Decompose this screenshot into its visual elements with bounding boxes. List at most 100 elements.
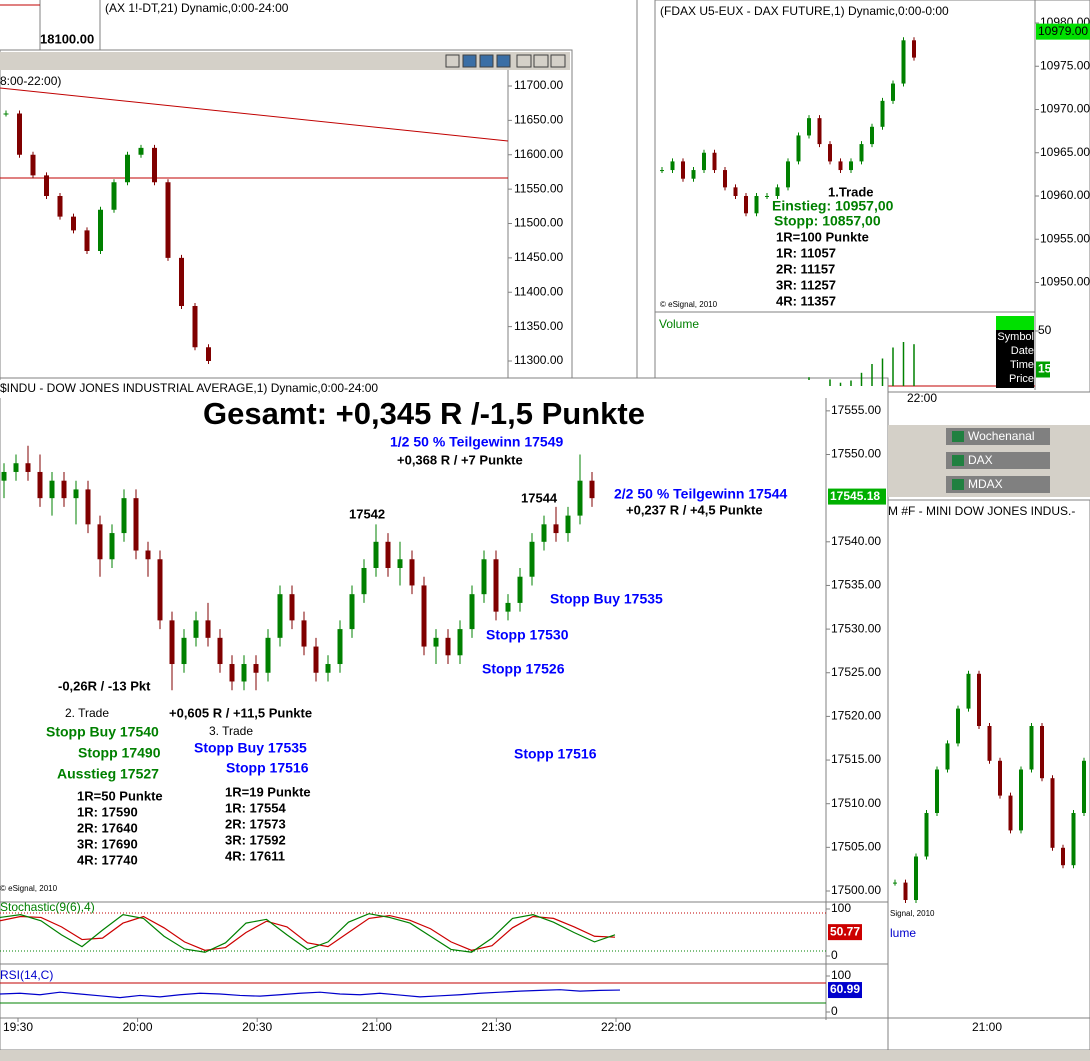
annotation: +0,368 R / +7 Punkte <box>397 452 523 467</box>
candle-body <box>807 118 811 136</box>
candle-body <box>505 602 511 612</box>
candle-body <box>138 147 144 155</box>
x-tick-label: 21:00 <box>362 1020 392 1034</box>
button[interactable] <box>496 54 511 68</box>
candle-body <box>1040 726 1044 779</box>
candle-body <box>691 170 696 179</box>
candle-body <box>987 726 992 761</box>
window-icon <box>952 431 964 442</box>
candle-body <box>17 113 22 155</box>
candle-body <box>1061 847 1065 866</box>
candle-body <box>565 515 571 534</box>
candle-body <box>44 175 49 196</box>
candle-body <box>901 40 906 84</box>
button[interactable] <box>533 54 549 68</box>
button[interactable] <box>550 54 566 68</box>
annotation: 2. Trade <box>65 706 109 720</box>
candle-body <box>893 882 897 884</box>
candle-body <box>277 594 283 638</box>
annotation: 4R: 17611 <box>225 848 285 863</box>
window-icon <box>952 479 964 490</box>
annotation: Stopp 17516 <box>514 746 597 762</box>
candle-body <box>1019 769 1023 831</box>
candle-body <box>241 664 247 682</box>
x-tick-label: 22:00 <box>601 1020 631 1034</box>
button[interactable] <box>479 54 494 68</box>
copyright: Signal, 2010 <box>890 909 935 918</box>
annotation: 17544 <box>521 490 558 505</box>
candle-body <box>445 637 451 656</box>
data-window-field: Time <box>1010 359 1034 371</box>
candle-body <box>733 187 738 196</box>
candle-body <box>169 620 175 665</box>
panel-title: Volume <box>659 317 699 331</box>
candle-body <box>97 524 103 560</box>
candle-body <box>723 170 727 188</box>
data-window-head <box>996 316 1034 330</box>
button[interactable] <box>462 54 477 68</box>
candle-body <box>786 161 790 188</box>
copyright: © eSignal, 2010 <box>0 884 58 893</box>
candle-body <box>111 182 117 210</box>
y-tick-label: 11450.00 <box>514 250 563 264</box>
candle-body <box>457 629 463 656</box>
annotation: 1R=50 Punkte <box>77 788 163 803</box>
annotation: Stopp 17526 <box>482 661 565 677</box>
headline: Gesamt: +0,345 R /-1,5 Punkte <box>203 396 645 431</box>
candle-body <box>25 463 31 472</box>
candle-body <box>181 637 187 665</box>
candle-body <box>796 135 801 162</box>
price-label: 18100.00 <box>40 31 94 46</box>
y-tick-label: 11400.00 <box>514 284 563 298</box>
candle-body <box>828 144 832 162</box>
tab[interactable] <box>946 428 1050 445</box>
candle-body <box>313 646 319 673</box>
candle-body <box>409 559 415 586</box>
candle-body <box>13 463 19 472</box>
stochastic-k-line <box>0 913 616 953</box>
y-tick-label: 0 <box>831 1004 838 1018</box>
candle-body <box>121 498 127 534</box>
price-box <box>828 982 862 999</box>
candle-body <box>289 594 295 621</box>
window-buttons[interactable] <box>445 54 566 68</box>
x-tick-label: 20:00 <box>123 1020 153 1034</box>
copyright: © eSignal, 2010 <box>660 300 718 309</box>
candle-body <box>125 154 130 183</box>
annotation: Einstieg: 10957,00 <box>772 198 894 214</box>
y-tick-label: 17540.00 <box>831 534 881 548</box>
candle-body <box>57 196 63 217</box>
annotation: Stopp 17516 <box>226 760 309 776</box>
candle-body <box>481 559 487 595</box>
annotation: Stopp Buy 17535 <box>550 591 663 607</box>
window <box>887 499 1090 1051</box>
y-tick-label: 11600.00 <box>514 147 563 161</box>
annotation: Stopp 17530 <box>486 627 569 643</box>
candle-body <box>998 760 1002 796</box>
candle-body <box>870 126 874 145</box>
annotation: Stopp 17490 <box>78 745 161 761</box>
price-label: 50.77 <box>830 924 860 938</box>
annotation: +0,237 R / +4,5 Punkte <box>626 502 763 517</box>
candle-body <box>880 100 885 127</box>
candle-body <box>1008 795 1013 831</box>
tab[interactable] <box>946 476 1050 493</box>
candle-body <box>744 196 748 214</box>
candle-body <box>912 40 916 58</box>
trend-line <box>0 87 509 142</box>
chart-title: $INDU - DOW JONES INDUSTRIAL AVERAGE,1) … <box>0 381 378 395</box>
y-tick-label: 11300.00 <box>514 353 563 367</box>
annotation: Stopp Buy 17535 <box>194 740 307 756</box>
annotation: 1.Trade <box>828 184 874 199</box>
tab[interactable] <box>946 452 1050 469</box>
annotation: +0,605 R / +11,5 Punkte <box>169 705 312 720</box>
button[interactable] <box>516 54 532 68</box>
annotation: 2R: 17573 <box>225 816 286 831</box>
y-tick-label: 0 <box>831 948 838 962</box>
candle-body <box>71 216 76 231</box>
candle-body <box>914 856 918 900</box>
candle-body <box>421 585 427 647</box>
button[interactable] <box>445 54 460 68</box>
candle-body <box>37 471 43 499</box>
